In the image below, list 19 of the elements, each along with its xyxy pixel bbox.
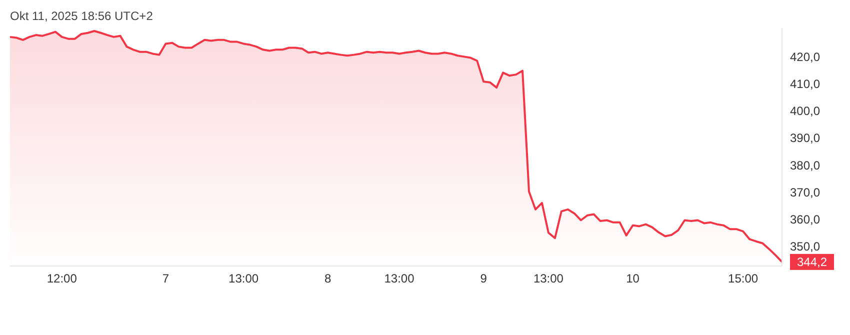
x-tick-label: 12:00 [46,272,78,286]
y-tick-label: 370,0 [790,185,820,200]
y-tick-label: 380,0 [790,158,820,172]
x-tick-label: 9 [480,272,488,286]
x-tick-label: 10 [626,272,640,286]
y-tick-label: 360,0 [790,212,820,226]
data-label: 344,2 [796,254,828,269]
y-tick-label: 400,0 [790,104,820,118]
y-tick-label: 390,0 [790,131,820,146]
x-tick-label: 8 [324,272,332,286]
y-tick-label: 350,0 [790,239,820,254]
x-tick-label: 13:00 [228,272,259,286]
y-tick-label: 420,0 [790,50,820,64]
x-tick-label: 7 [162,272,170,286]
x-tick-label: 13:00 [384,272,415,286]
chart-title: Okt 11, 2025 18:56 UTC+2 [9,8,154,24]
x-tick-label: 15:00 [728,272,758,286]
x-tick-label: 13:00 [533,272,564,286]
y-tick-label: 410,0 [790,77,820,92]
